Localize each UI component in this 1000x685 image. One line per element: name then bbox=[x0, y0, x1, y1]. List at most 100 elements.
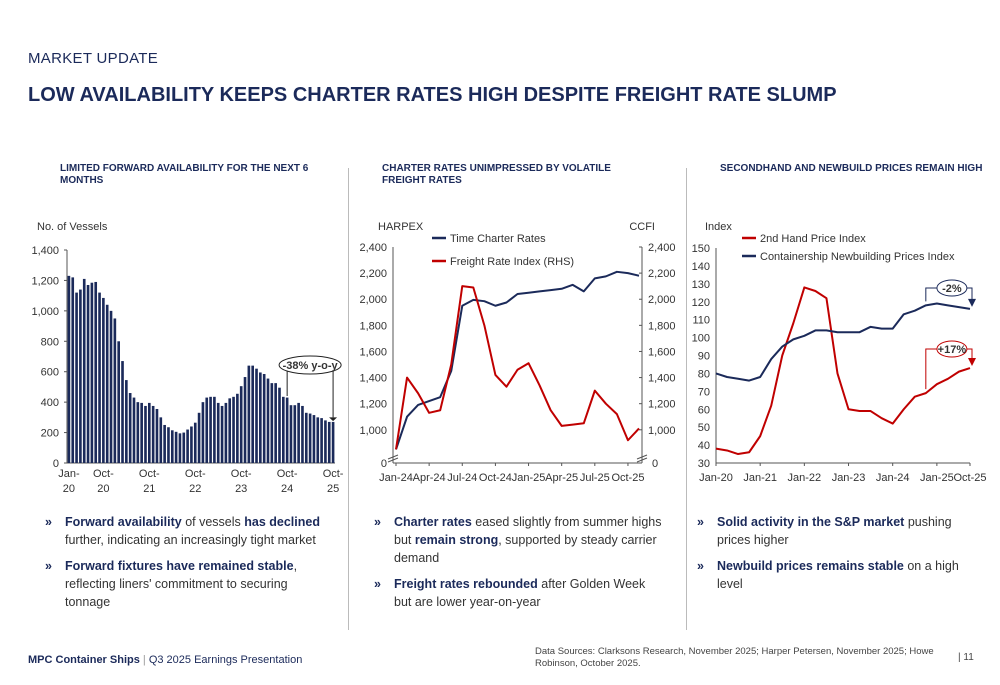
series-line-secondhand bbox=[715, 286, 971, 456]
y-tick-label: 150 bbox=[692, 243, 710, 255]
x-tick-label: Jul-24 bbox=[447, 472, 477, 484]
bullets-availability: Forward availability of vessels has decl… bbox=[45, 513, 335, 619]
column-heading-availability: LIMITED FORWARD AVAILABILITY FOR THE NEX… bbox=[60, 163, 309, 186]
annotation-bubble bbox=[278, 355, 342, 375]
bar bbox=[278, 387, 281, 463]
bar bbox=[251, 365, 254, 463]
bullet-item: Charter rates eased slightly from summer… bbox=[374, 513, 664, 567]
bar bbox=[282, 396, 285, 463]
y-tick-label: 70 bbox=[698, 386, 710, 398]
x-tick-label: 21 bbox=[143, 483, 155, 495]
y-tick-label-right: 0 bbox=[652, 458, 658, 470]
bar bbox=[209, 396, 212, 463]
x-tick-label: Jan-25 bbox=[512, 472, 546, 484]
y-tick-label-right: 2,200 bbox=[648, 268, 676, 280]
column-divider bbox=[686, 168, 687, 630]
y-tick-label: 600 bbox=[41, 367, 59, 379]
data-sources: Data Sources: Clarksons Research, Novemb… bbox=[535, 646, 934, 669]
axis-break-icon bbox=[387, 457, 399, 463]
y-tick-label-right: 2,000 bbox=[648, 294, 676, 306]
bar bbox=[197, 412, 201, 463]
x-tick-label: Jan-24 bbox=[379, 472, 413, 484]
bar bbox=[86, 284, 90, 463]
y-tick-label: 140 bbox=[692, 261, 710, 273]
y-tick-label-left: 1,200 bbox=[359, 399, 387, 411]
bullet-item: Solid activity in the S&P market pushing… bbox=[697, 513, 977, 549]
y-axis-title-right: CCFI bbox=[629, 221, 655, 233]
x-tick-label: Oct-24 bbox=[479, 472, 512, 484]
bar bbox=[75, 292, 78, 463]
bar bbox=[262, 373, 266, 463]
bar bbox=[170, 430, 174, 463]
x-tick-label: 24 bbox=[281, 483, 293, 495]
x-tick-label: Oct- bbox=[277, 468, 298, 480]
y-tick-label: 120 bbox=[692, 297, 710, 309]
arrow-down-icon bbox=[329, 417, 338, 422]
y-tick-label: 400 bbox=[41, 397, 59, 409]
bar bbox=[259, 372, 262, 463]
x-tick-label: 20 bbox=[97, 483, 109, 495]
bar bbox=[320, 418, 323, 463]
annotation-label: -2% bbox=[942, 283, 962, 295]
page-title: LOW AVAILABILITY KEEPS CHARTER RATES HIG… bbox=[28, 84, 837, 106]
y-tick-label-left: 2,200 bbox=[359, 268, 387, 280]
bar bbox=[270, 383, 274, 463]
bar bbox=[289, 405, 293, 463]
y-tick-label: 130 bbox=[692, 279, 710, 291]
x-tick-label: 23 bbox=[235, 483, 247, 495]
bar bbox=[247, 365, 251, 463]
x-tick-label: Oct- bbox=[139, 468, 160, 480]
y-axis-title-left: HARPEX bbox=[378, 221, 424, 233]
arrow-down-icon bbox=[968, 298, 976, 307]
bar bbox=[174, 431, 178, 463]
bar bbox=[308, 413, 312, 463]
bar bbox=[205, 397, 209, 463]
bar bbox=[266, 378, 270, 463]
bar bbox=[182, 432, 186, 463]
bar bbox=[109, 310, 113, 463]
x-tick-label: Jan-22 bbox=[788, 472, 822, 484]
column-heading-charter-rates: CHARTER RATES UNIMPRESSED BY VOLATILE FR… bbox=[382, 163, 611, 186]
bar bbox=[121, 361, 124, 463]
y-tick-label: 200 bbox=[41, 428, 59, 440]
x-tick-label: Jan-23 bbox=[832, 472, 866, 484]
y-tick-label: 1,000 bbox=[31, 306, 59, 318]
bar bbox=[132, 397, 136, 463]
bar bbox=[255, 368, 258, 463]
bar bbox=[167, 427, 170, 463]
x-tick-label: Apr-25 bbox=[545, 472, 578, 484]
column-heading-prices: SECONDHAND AND NEWBUILD PRICES REMAIN HI… bbox=[720, 163, 983, 174]
x-tick-label: Apr-24 bbox=[413, 472, 446, 484]
bar bbox=[316, 417, 320, 463]
bar bbox=[113, 318, 117, 463]
bar bbox=[159, 417, 163, 463]
x-tick-label: Oct- bbox=[323, 468, 344, 480]
bar bbox=[220, 405, 224, 463]
bullet-item: Forward availability of vessels has decl… bbox=[45, 513, 335, 549]
bar bbox=[331, 421, 335, 463]
bullets-charter-rates: Charter rates eased slightly from summer… bbox=[374, 513, 664, 619]
bar bbox=[324, 420, 327, 463]
x-tick-label: Oct-25 bbox=[611, 472, 644, 484]
bullet-item: Newbuild prices remains stable on a high… bbox=[697, 557, 977, 593]
annotation-bubble bbox=[936, 279, 968, 297]
bar bbox=[201, 402, 205, 463]
y-tick-label-left: 1,600 bbox=[359, 346, 387, 358]
bar bbox=[297, 402, 300, 463]
page-number: | 11 bbox=[958, 652, 974, 663]
series-line-newbuilding bbox=[715, 302, 971, 382]
annotation-label: -38% y-o-y bbox=[283, 360, 339, 372]
bar bbox=[71, 277, 75, 463]
bar bbox=[301, 405, 304, 463]
y-tick-label: 50 bbox=[698, 422, 710, 434]
legend-label: Containership Newbuilding Prices Index bbox=[760, 251, 955, 263]
x-tick-label: 20 bbox=[63, 483, 75, 495]
bar bbox=[236, 393, 239, 463]
y-tick-label-right: 1,400 bbox=[648, 373, 676, 385]
bar bbox=[178, 433, 182, 463]
y-tick-label: 110 bbox=[692, 315, 710, 327]
bar bbox=[216, 402, 220, 463]
bar bbox=[144, 405, 147, 463]
arrow-down-icon bbox=[968, 358, 976, 367]
y-tick-label: 800 bbox=[41, 336, 59, 348]
